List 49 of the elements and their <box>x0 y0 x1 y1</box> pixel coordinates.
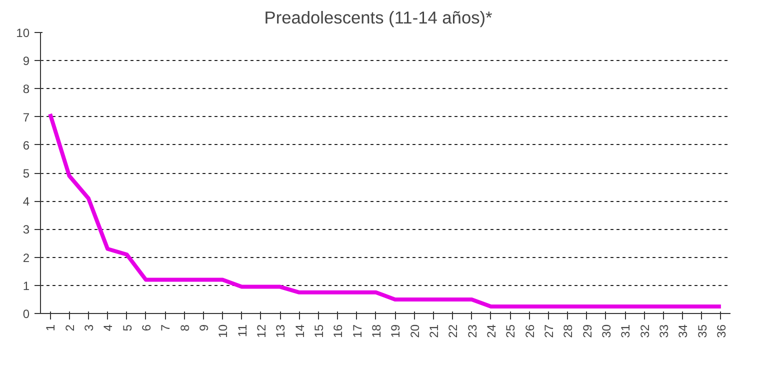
y-tick-label: 4 <box>22 194 30 209</box>
x-tick-label: 35 <box>695 324 710 338</box>
x-tick-label: 7 <box>158 324 173 332</box>
y-tick-label: 8 <box>22 82 30 96</box>
x-tick-label: 2 <box>62 324 77 332</box>
x-tick-label: 18 <box>369 324 384 338</box>
x-tick-label: 4 <box>101 324 116 332</box>
x-tick-label: 6 <box>139 324 154 332</box>
x-tick-label: 16 <box>331 324 346 338</box>
x-tick-label: 12 <box>254 324 268 338</box>
x-tick-label: 31 <box>618 324 633 338</box>
x-tick-label: 15 <box>312 324 326 338</box>
x-tick-label: 25 <box>504 324 518 338</box>
x-tick-label: 30 <box>599 324 614 338</box>
y-tick-label: 0 <box>22 307 30 321</box>
x-tick-label: 34 <box>676 324 690 338</box>
y-tick-label: 3 <box>22 222 30 237</box>
x-tick-label: 24 <box>484 324 498 338</box>
x-tick-label: 1 <box>44 324 58 332</box>
chart-title: Preadolescents (11-14 años)* <box>264 8 493 28</box>
x-tick-label: 3 <box>82 324 96 332</box>
x-tick-label: 10 <box>216 324 230 338</box>
x-tick-label: 36 <box>714 324 728 338</box>
x-tick-label: 21 <box>426 324 441 338</box>
x-tick-label: 22 <box>446 324 460 338</box>
y-tick-label: 5 <box>22 166 30 180</box>
y-tick-label: 10 <box>16 26 30 40</box>
y-tick-label: 7 <box>22 110 30 124</box>
x-tick-label: 32 <box>638 324 652 338</box>
x-tick-label: 14 <box>292 324 307 338</box>
x-tick-label: 23 <box>465 324 480 338</box>
x-tick-label: 13 <box>274 324 288 338</box>
y-tick-label: 1 <box>22 278 30 293</box>
x-tick-label: 8 <box>178 324 192 332</box>
x-tick-label: 26 <box>522 324 537 338</box>
x-tick-label: 20 <box>408 324 422 338</box>
y-tick-label: 2 <box>22 250 30 265</box>
y-tick-label: 9 <box>22 54 30 68</box>
x-tick-label: 19 <box>388 324 403 338</box>
x-tick-label: 5 <box>120 324 134 332</box>
x-tick-label: 17 <box>350 324 364 338</box>
y-tick-label: 6 <box>22 138 30 152</box>
x-tick-label: 9 <box>196 324 211 332</box>
x-tick-label: 11 <box>235 324 250 337</box>
x-tick-label: 29 <box>580 324 594 338</box>
x-tick-label: 28 <box>561 324 576 338</box>
x-tick-label: 27 <box>542 324 556 338</box>
line-series <box>48 112 723 308</box>
x-tick-label: 33 <box>656 324 671 338</box>
